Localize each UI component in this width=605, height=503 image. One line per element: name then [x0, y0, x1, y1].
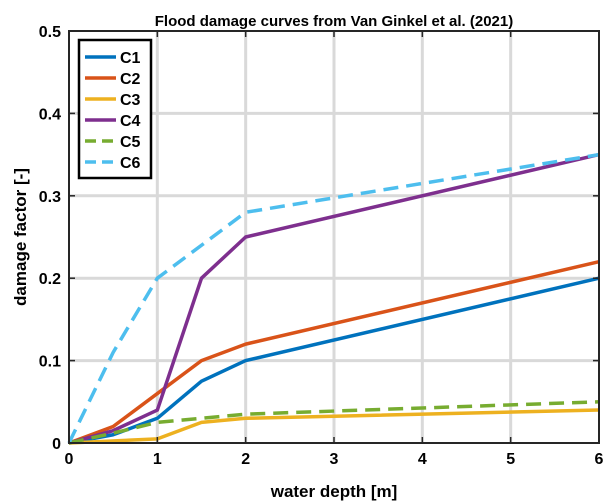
y-tick-label: 0: [52, 436, 61, 453]
axis-ticks: 0 1 2 3 4 5 6 0 0.1 0.2 0.3 0.4 0.5: [39, 24, 604, 468]
x-tick-label: 4: [418, 451, 427, 468]
series-line-c3: [68, 408, 600, 445]
y-tick-label: 0.2: [39, 271, 61, 288]
legend-label-c1: C1: [120, 50, 141, 67]
y-axis-label: damage factor [-]: [11, 168, 30, 306]
x-tick-label: 5: [506, 451, 515, 468]
legend-label-c2: C2: [120, 71, 141, 88]
x-axis-label: water depth [m]: [270, 482, 398, 501]
y-tick-label: 0.5: [39, 24, 61, 41]
legend-box: [77, 38, 153, 180]
x-tick-label: 3: [330, 451, 339, 468]
legend-label-c3: C3: [120, 92, 141, 109]
y-tick-label: 0.1: [39, 354, 61, 371]
x-tick-label: 1: [153, 451, 162, 468]
x-tick-label: 0: [65, 451, 74, 468]
chart-title: Flood damage curves from Van Ginkel et a…: [155, 13, 513, 30]
series-line-c6: [67, 152, 600, 444]
series-lines: [67, 152, 600, 445]
series-line-c2: [68, 260, 600, 445]
legend-label-c6: C6: [120, 155, 141, 172]
y-tick-label: 0.4: [39, 106, 61, 123]
legend: C1 C2 C3 C4 C5 C6: [77, 38, 153, 180]
legend-label-c4: C4: [120, 113, 141, 130]
x-tick-label: 2: [241, 451, 250, 468]
series-line-c4: [68, 152, 600, 445]
series-line-c5: [68, 400, 600, 445]
legend-label-c5: C5: [120, 134, 141, 151]
x-tick-label: 6: [595, 451, 604, 468]
y-tick-label: 0.3: [39, 189, 61, 206]
